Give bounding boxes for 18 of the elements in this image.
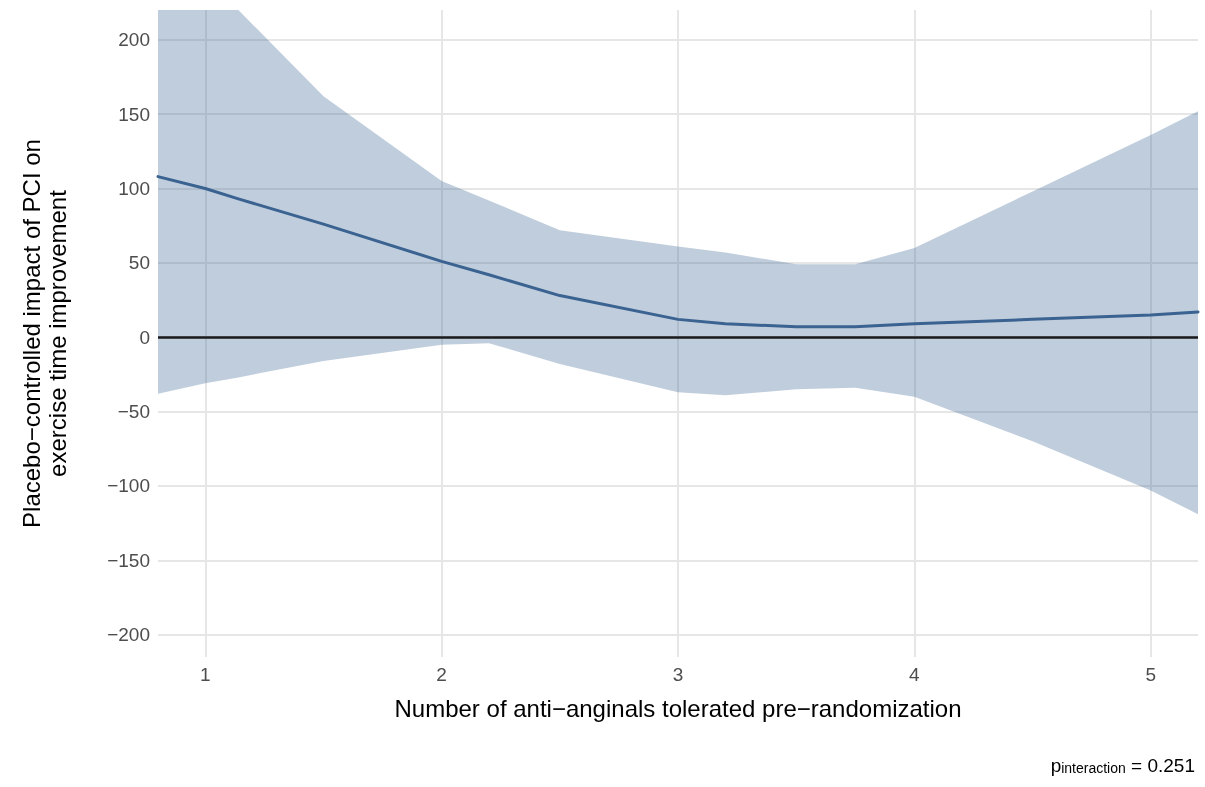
x-tick-label: 3 — [672, 664, 684, 685]
y-tick-label: −100 — [107, 475, 150, 497]
y-tick-label: −150 — [107, 549, 150, 571]
y-tick-label: 200 — [118, 29, 150, 51]
x-tick-label: 1 — [199, 664, 211, 685]
y-tick-label: 100 — [118, 177, 150, 199]
line-series — [156, 175, 1200, 329]
text: pinteraction = 0.251 — [1050, 755, 1195, 776]
y-tick-label: 150 — [118, 103, 150, 125]
y-tick-label: −200 — [107, 624, 150, 646]
y-tick-label: 50 — [128, 252, 150, 274]
y-tick-label: −50 — [117, 401, 150, 423]
x-axis-title: Number of anti−anginals tolerated pre−randomization — [394, 694, 962, 722]
y-tick-label: 0 — [139, 326, 150, 348]
x-tick-label: 5 — [1145, 664, 1157, 685]
x-tick-label: 4 — [909, 664, 921, 685]
y-axis-title: Placebo−controlled impact of PCI on exercise time improvement — [17, 139, 71, 528]
x-tick-label: 2 — [436, 664, 447, 685]
